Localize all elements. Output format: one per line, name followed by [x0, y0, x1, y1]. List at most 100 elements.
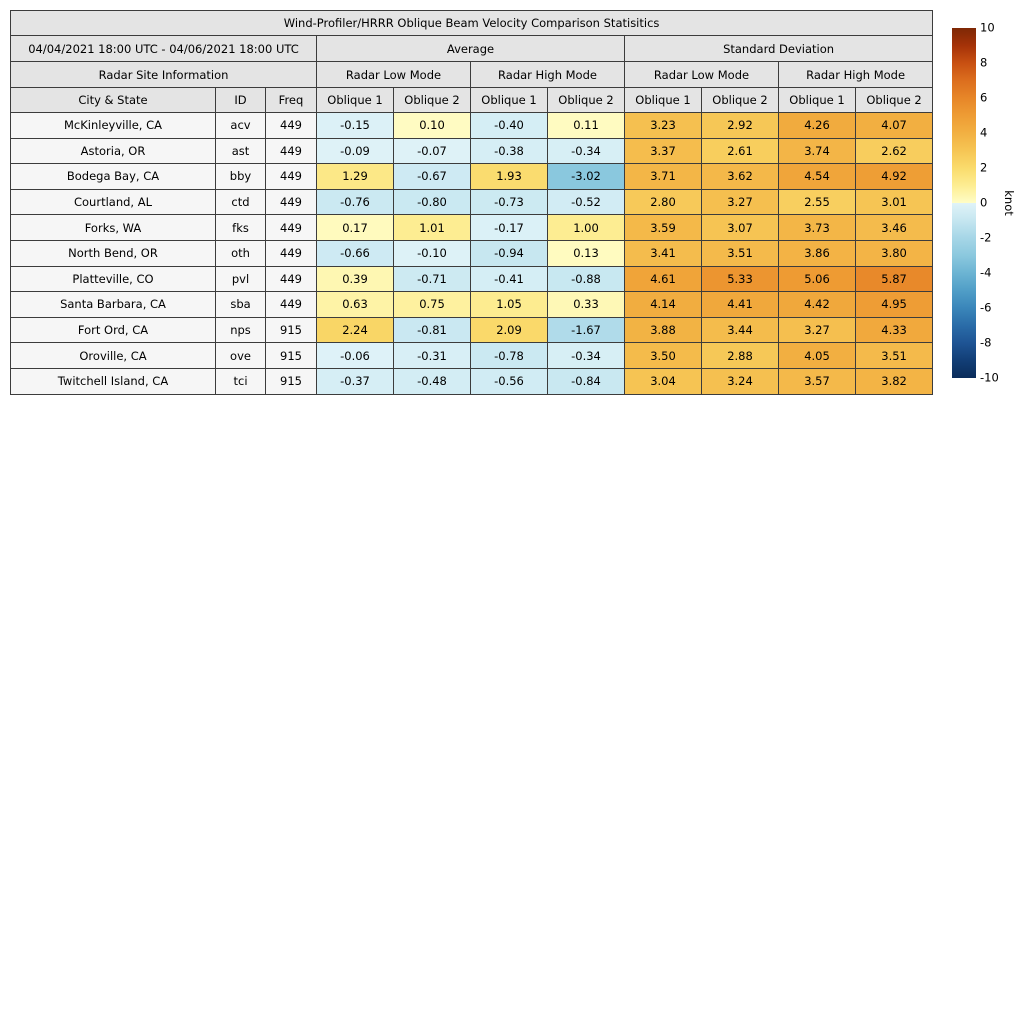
- value-cell: 2.88: [701, 342, 779, 369]
- value-cell: 2.55: [778, 188, 856, 216]
- value-cell: -0.73: [470, 188, 548, 216]
- table-row: McKinleyville, CA acv 449 -0.15 0.10 -0.40 0.1…: [10, 112, 934, 139]
- mode-header-row: Radar Site Information Radar Low Mode Ra…: [10, 61, 934, 88]
- value-cell: 1.05: [470, 291, 548, 318]
- value-cell: -0.80: [393, 188, 471, 216]
- value-cell: 1.29: [316, 163, 394, 190]
- avg-high-mode-header: Radar High Mode: [470, 61, 625, 88]
- id-cell: sba: [215, 291, 266, 318]
- table-row: Forks, WA fks 449 0.17 1.01 -0.17 1.00 3.59 3.07…: [10, 214, 934, 241]
- value-cell: 3.23: [624, 112, 702, 139]
- value-cell: 2.09: [470, 316, 548, 344]
- value-cell: 3.41: [624, 239, 702, 267]
- value-cell: 3.01: [854, 188, 934, 216]
- value-cell: 4.92: [854, 163, 934, 190]
- value-cell: -0.37: [316, 367, 394, 395]
- value-cell: 5.87: [854, 265, 934, 293]
- value-cell: 3.86: [778, 239, 856, 267]
- freq-cell: 449: [265, 291, 317, 318]
- city-cell: Forks, WA: [10, 214, 216, 241]
- value-cell: 0.11: [547, 112, 625, 139]
- value-cell: -0.34: [547, 342, 625, 369]
- colorbar-tick-label: 2: [980, 160, 988, 175]
- value-cell: -0.67: [393, 163, 471, 190]
- value-cell: 0.75: [393, 291, 471, 318]
- value-cell: 3.74: [778, 137, 856, 165]
- value-cell: 5.06: [778, 265, 856, 293]
- value-cell: 4.26: [778, 112, 856, 139]
- value-cell: 4.54: [778, 163, 856, 190]
- value-cell: -0.15: [316, 112, 394, 139]
- colorbar: 10 8 6 4 2 0 -2 -4 -6 -8 -10 knot: [952, 22, 1024, 383]
- title-row: Wind-Profiler/HRRR Oblique Beam Velocity…: [9, 10, 934, 36]
- value-cell: 3.71: [624, 163, 702, 190]
- value-cell: 3.50: [624, 342, 702, 369]
- table-row: Courtland, AL ctd 449 -0.76 -0.80 -0.73 -0.52 2…: [10, 188, 934, 216]
- date-range: 04/04/2021 18:00 UTC - 04/06/2021 18:00 …: [10, 35, 317, 62]
- freq-cell: 449: [265, 214, 317, 241]
- value-cell: 3.51: [701, 239, 779, 267]
- table-row: Oroville, CA ove 915 -0.06 -0.31 -0.78 -0.34 3.…: [10, 342, 934, 369]
- value-cell: 2.62: [854, 137, 934, 165]
- group-standard-deviation: Standard Deviation: [623, 35, 934, 62]
- value-cell: 0.33: [547, 291, 625, 318]
- value-cell: -1.67: [547, 316, 625, 344]
- freq-cell: 449: [265, 163, 317, 190]
- value-cell: -0.94: [470, 239, 548, 267]
- value-cell: 4.14: [624, 291, 702, 318]
- col-oblique2: Oblique 2: [393, 87, 471, 113]
- freq-cell: 449: [265, 265, 317, 293]
- value-cell: 4.95: [854, 291, 934, 318]
- city-cell: Santa Barbara, CA: [10, 291, 216, 318]
- value-cell: 2.24: [316, 316, 394, 344]
- value-cell: -0.06: [316, 342, 394, 369]
- value-cell: 4.33: [854, 316, 934, 344]
- col-oblique2: Oblique 2: [854, 87, 934, 113]
- colorbar-tick-label: -6: [980, 300, 992, 315]
- value-cell: -0.48: [393, 367, 471, 395]
- value-cell: -0.66: [316, 239, 394, 267]
- city-cell: Twitchell Island, CA: [10, 367, 216, 395]
- city-cell: North Bend, OR: [10, 239, 216, 267]
- value-cell: 3.51: [854, 342, 934, 369]
- freq-cell: 449: [265, 137, 317, 165]
- freq-cell: 449: [265, 112, 317, 139]
- value-cell: 3.24: [701, 367, 779, 395]
- col-freq: Freq: [265, 87, 317, 113]
- id-cell: fks: [215, 214, 266, 241]
- table-body: McKinleyville, CA acv 449 -0.15 0.10 -0.40 0.1…: [10, 112, 934, 395]
- value-cell: -0.10: [393, 239, 471, 267]
- value-cell: 2.61: [701, 137, 779, 165]
- group-average: Average: [316, 35, 625, 62]
- colorbar-ticks: 10 8 6 4 2 0 -2 -4 -6 -8 -10: [980, 22, 1006, 383]
- value-cell: 4.05: [778, 342, 856, 369]
- city-cell: Platteville, CO: [10, 265, 216, 293]
- value-cell: -0.76: [316, 188, 394, 216]
- city-cell: McKinleyville, CA: [10, 112, 216, 139]
- value-cell: -0.38: [470, 137, 548, 165]
- value-cell: -0.81: [393, 316, 471, 344]
- value-cell: 1.00: [547, 214, 625, 241]
- stats-table: Wind-Profiler/HRRR Oblique Beam Velocity…: [9, 10, 934, 395]
- value-cell: 0.63: [316, 291, 394, 318]
- col-oblique1: Oblique 1: [778, 87, 856, 113]
- group-header-row: 04/04/2021 18:00 UTC - 04/06/2021 18:00 …: [10, 35, 934, 62]
- colorbar-tick-label: 6: [980, 90, 988, 105]
- id-cell: pvl: [215, 265, 266, 293]
- city-cell: Fort Ord, CA: [10, 316, 216, 344]
- freq-cell: 449: [265, 188, 317, 216]
- city-cell: Bodega Bay, CA: [10, 163, 216, 190]
- colorbar-tick-label: -8: [980, 335, 992, 350]
- std-low-mode-header: Radar Low Mode: [624, 61, 779, 88]
- id-cell: ast: [215, 137, 266, 165]
- table-row: Bodega Bay, CA bby 449 1.29 -0.67 1.93 -3.02 3.…: [10, 163, 934, 190]
- colorbar-tick-label: 4: [980, 125, 988, 140]
- value-cell: 3.73: [778, 214, 856, 241]
- col-id: ID: [215, 87, 266, 113]
- table-title: Wind-Profiler/HRRR Oblique Beam Velocity…: [9, 10, 934, 36]
- value-cell: 3.62: [701, 163, 779, 190]
- std-high-mode-header: Radar High Mode: [777, 61, 934, 88]
- value-cell: -0.71: [393, 265, 471, 293]
- table-row: Astoria, OR ast 449 -0.09 -0.07 -0.38 -0.34 3.3…: [10, 137, 934, 165]
